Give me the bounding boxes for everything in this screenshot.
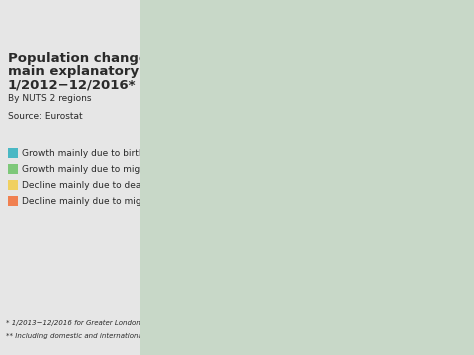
Text: ** Including domestic and international migration: ** Including domestic and international …: [6, 333, 181, 339]
Text: Decline mainly due to deaths: Decline mainly due to deaths: [22, 180, 155, 190]
Text: @NaytaData: @NaytaData: [420, 346, 468, 355]
Bar: [8, 196, 18, 206]
Text: Decline mainly due to migration**: Decline mainly due to migration**: [22, 197, 177, 206]
Text: Population change and it’s: Population change and it’s: [8, 52, 209, 65]
Bar: [8, 164, 18, 174]
Text: Source: Eurostat: Source: Eurostat: [8, 112, 82, 121]
Text: 1/2012−12/2016*: 1/2012−12/2016*: [8, 78, 137, 91]
Bar: [8, 148, 18, 158]
Text: Growth mainly due to births: Growth mainly due to births: [22, 148, 149, 158]
Text: * 1/2013−12/2016 for Greater London: * 1/2013−12/2016 for Greater London: [6, 320, 141, 326]
Text: main explanatory factor: main explanatory factor: [8, 65, 189, 78]
Bar: [8, 180, 18, 190]
Text: By NUTS 2 regions: By NUTS 2 regions: [8, 94, 91, 103]
Text: Growth mainly due to migration**: Growth mainly due to migration**: [22, 164, 176, 174]
